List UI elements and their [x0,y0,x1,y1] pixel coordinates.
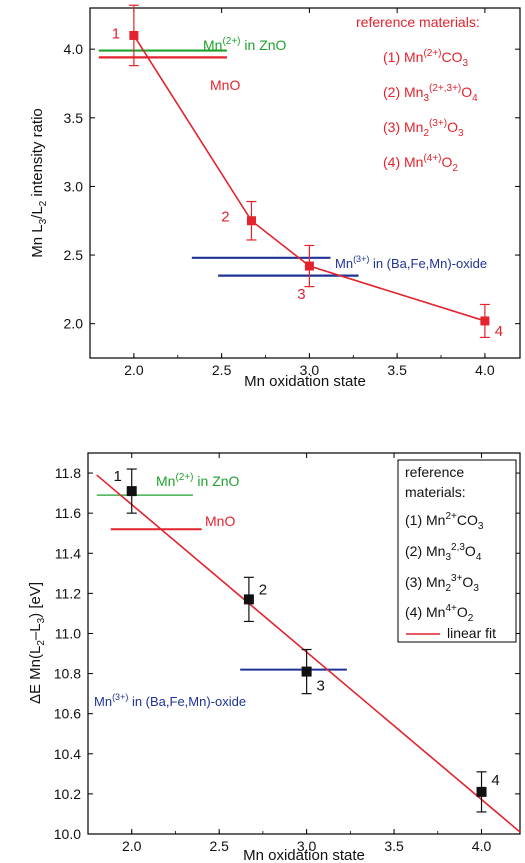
data-point-2 [244,594,254,604]
legend-title-line2: materials: [405,484,466,500]
point-label-2: 2 [221,209,229,226]
legend-item-2: (2) Mn3(2+,3+)O4 [383,83,478,104]
legend-top: reference materials: (1) Mn(2+)CO3 (2) M… [356,14,480,174]
x-tick-label: 4.0 [472,838,492,854]
legend-item-fit: linear fit [447,625,496,641]
data-point-1 [129,31,138,40]
point-label-3: 3 [316,678,324,695]
data-point-2 [247,216,256,225]
legend-title: reference materials: [356,14,480,30]
ref-label-zno: Mn(2+) in ZnO [203,36,287,53]
y-tick-label: 3.5 [64,110,84,126]
y-tick-label: 11.4 [55,545,81,561]
ref-label-bafe: Mn(3+) in (Ba,Fe,Mn)-oxide [335,254,487,271]
y-tick-label: 2.0 [64,316,84,332]
y-tick-label: 11.2 [55,585,81,601]
data-point-4 [477,787,487,797]
ref-label-mno: MnO [210,77,240,93]
x-tick-label: 2.5 [212,362,232,378]
x-axis-title-bottom: Mn oxidation state [243,847,365,863]
point-label-4: 4 [495,323,503,340]
y-tick-label: 11.8 [55,465,81,481]
ref-label-zno-b: Mn(2+) in ZnO [156,472,240,489]
point-label-1: 1 [112,25,120,42]
point-label-3: 3 [297,286,305,303]
ref-label-mno-b: MnO [205,513,235,529]
point-label-4: 4 [491,772,499,789]
y-tick-label: 2.5 [64,247,84,263]
legend-item-1: (1) Mn(2+)CO3 [383,48,469,69]
y-axis-title-bottom: ΔE Mn(L2–L3) [eV] [27,582,47,704]
x-tick-label: 3.5 [384,838,404,854]
y-tick-label: 10.6 [54,706,81,722]
x-tick-label: 2.5 [209,838,229,854]
y-tick-label: 10.4 [54,746,81,762]
x-tick-label: 2.0 [124,362,144,378]
ref-label-bafe-b: Mn(3+) in (Ba,Fe,Mn)-oxide [94,692,246,709]
data-point-1 [127,486,137,496]
x-tick-label: 2.0 [122,838,142,854]
data-point-3 [302,667,312,677]
data-point-3 [305,262,314,271]
y-tick-label: 10.2 [54,786,81,802]
y-axis-title-top: Mn L3/L2 intensity ratio [29,108,49,258]
legend-item-3: (3) Mn2(3+)O3 [383,118,464,139]
x-tick-label: 3.5 [387,362,407,378]
y-tick-label: 11.6 [55,505,81,521]
legend-bottom: reference materials: (1) Mn2+CO3 (2) Mn3… [398,460,516,642]
x-tick-label: 4.0 [475,362,495,378]
legend-item-4: (4) Mn(4+)O2 [383,153,458,174]
y-tick-label: 10.0 [54,826,81,842]
panel-bottom: 2.0 2.5 3.0 3.5 4.010.010.210.410.610.811.01… [27,453,520,863]
y-tick-label: 10.8 [54,666,81,682]
y-tick-label: 3.0 [64,178,84,194]
x-axis-title-top: Mn oxidation state [244,373,366,390]
point-label-1: 1 [114,468,122,485]
y-tick-label: 4.0 [64,41,84,57]
data-point-4 [480,316,489,325]
point-label-2: 2 [259,581,267,598]
y-tick-label: 11.0 [55,625,81,641]
legend-title-line1: reference [405,464,464,480]
